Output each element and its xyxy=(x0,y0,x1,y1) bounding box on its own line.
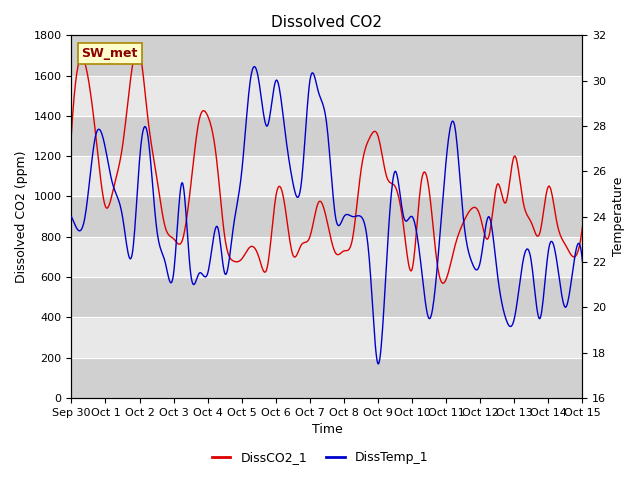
Bar xyxy=(72,76,582,116)
Bar xyxy=(72,277,582,317)
X-axis label: Time: Time xyxy=(312,423,342,436)
Y-axis label: Dissolved CO2 (ppm): Dissolved CO2 (ppm) xyxy=(15,150,28,283)
Bar xyxy=(72,156,582,196)
Bar xyxy=(72,116,582,156)
Legend: DissCO2_1, DissTemp_1: DissCO2_1, DissTemp_1 xyxy=(207,446,433,469)
Bar xyxy=(72,196,582,237)
Y-axis label: Temperature: Temperature xyxy=(612,177,625,256)
Bar xyxy=(72,358,582,398)
Title: Dissolved CO2: Dissolved CO2 xyxy=(271,15,383,30)
Bar xyxy=(72,317,582,358)
Bar xyxy=(72,237,582,277)
Bar xyxy=(72,36,582,76)
Text: SW_met: SW_met xyxy=(82,47,138,60)
